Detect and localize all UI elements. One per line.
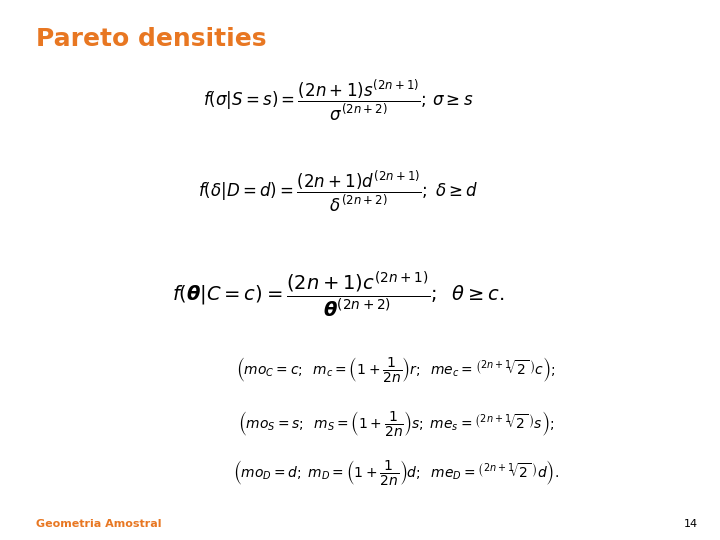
Text: $f(\sigma|S = s) = \dfrac{(2n + 1)s^{(2n+1)}}{\sigma^{(2n+2)}};\,\sigma \geq s$: $f(\sigma|S = s) = \dfrac{(2n + 1)s^{(2n… [203, 77, 474, 123]
Text: Geometria Amostral: Geometria Amostral [36, 519, 161, 529]
Text: $\left(mo_D = d;\; m_D{=}\left(1 + \dfrac{1}{2n}\right)d;\;\; me_D = \left({}^{2: $\left(mo_D = d;\; m_D{=}\left(1 + \dfra… [233, 458, 559, 487]
Text: $f(\boldsymbol{\theta}|C = c) = \dfrac{(2n+1)c^{(2n+1)}}{\boldsymbol{\theta}^{(2: $f(\boldsymbol{\theta}|C = c) = \dfrac{(… [172, 269, 505, 320]
Text: $\left(mo_S = s;\;\; m_S{=}\left(1 + \dfrac{1}{2n}\right)s;\; me_s = \left({}^{2: $\left(mo_S = s;\;\; m_S{=}\left(1 + \df… [238, 409, 554, 438]
Text: $f(\delta|D = d) = \dfrac{(2n + 1)d^{(2n+1)}}{\delta^{(2n+2)}} ;\; \delta \geq d: $f(\delta|D = d) = \dfrac{(2n + 1)d^{(2n… [198, 169, 479, 214]
Text: 14: 14 [684, 519, 698, 529]
Text: $\left(mo_C = c;\;\; m_c{=}\left(1 + \dfrac{1}{2n}\right)r;\;\; me_c = \left({}^: $\left(mo_C = c;\;\; m_c{=}\left(1 + \df… [236, 355, 556, 384]
Text: Pareto densities: Pareto densities [36, 27, 266, 51]
